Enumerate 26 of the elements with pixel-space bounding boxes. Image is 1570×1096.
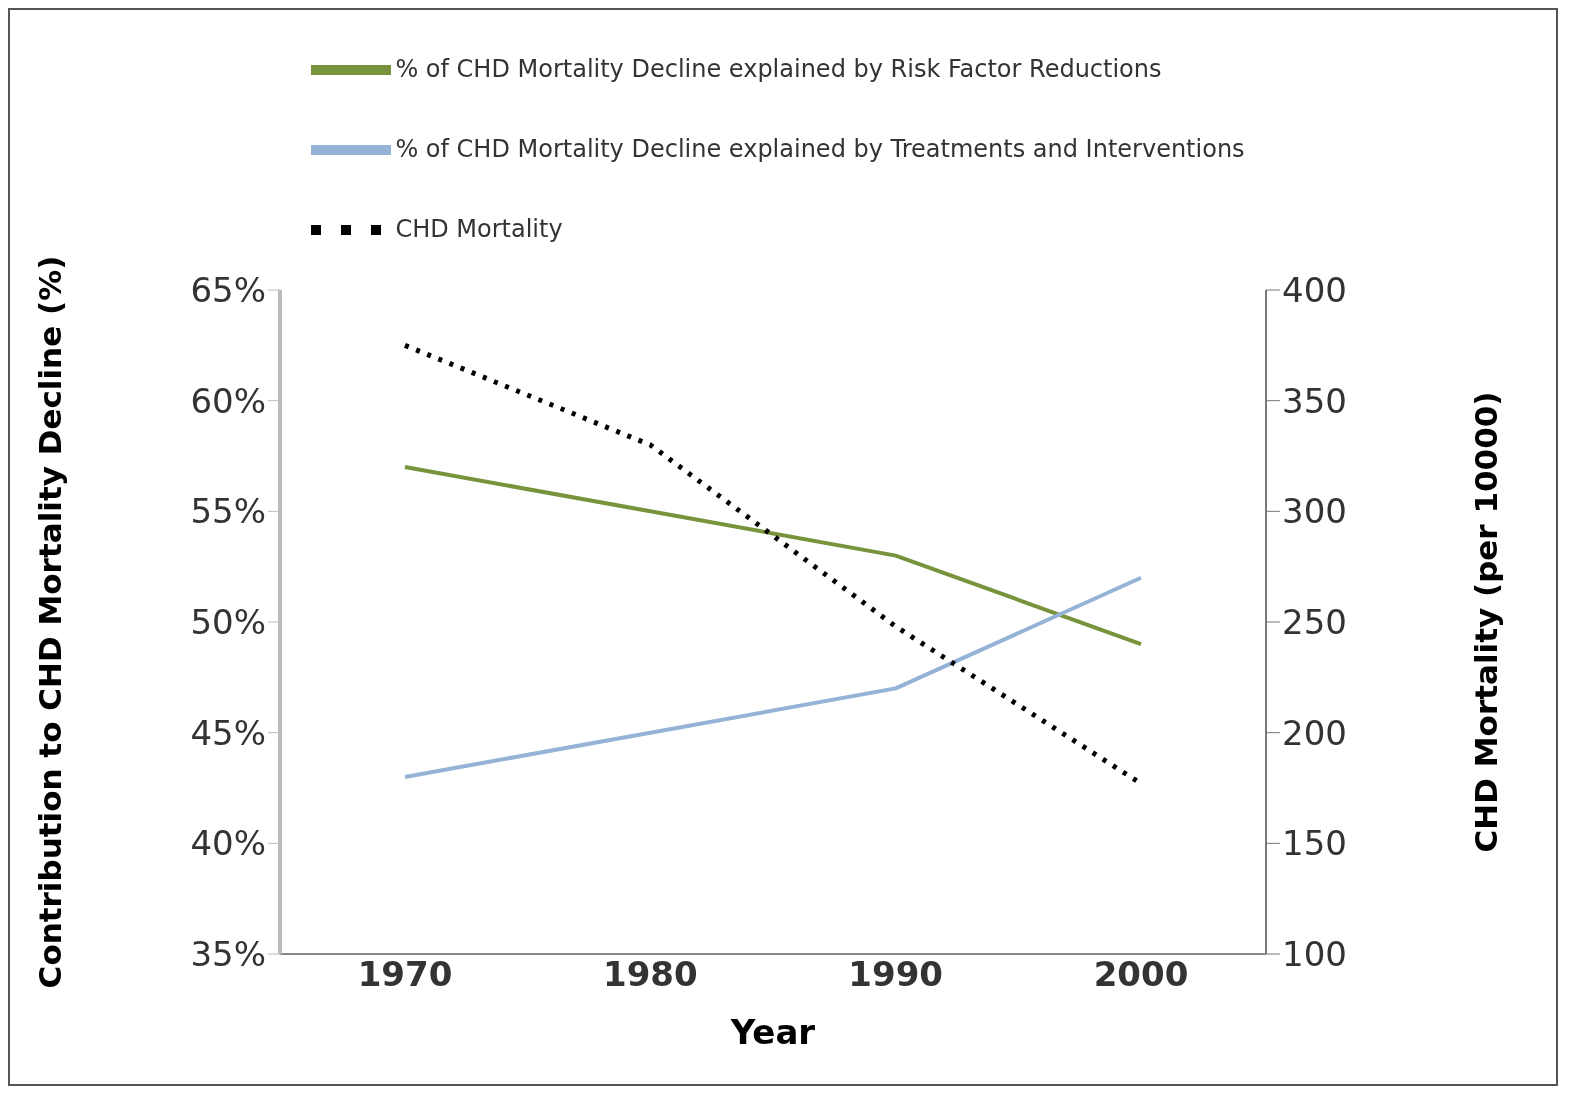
- y2-tick-label: 150: [1282, 823, 1347, 864]
- x-tick-label: 1970: [357, 954, 453, 995]
- y2-tick-label: 300: [1282, 491, 1347, 532]
- line-series: [403, 465, 1143, 647]
- y2-tick-label: 400: [1282, 270, 1347, 311]
- legend-label: CHD Mortality: [395, 215, 563, 243]
- y2-axis-title: CHD Mortality (per 10000): [1468, 391, 1505, 853]
- y-tick-label: 55%: [190, 491, 266, 532]
- x-tick-label: 1990: [848, 954, 943, 995]
- y-axis-title: Contribution to CHD Mortality Decline (%): [32, 255, 69, 989]
- y-tick-label: 60%: [190, 380, 266, 421]
- y2-tick-label: 250: [1282, 602, 1347, 643]
- y2-tick-label: 100: [1282, 934, 1347, 975]
- x-tick-label: 1980: [603, 954, 698, 995]
- y-tick-label: 65%: [190, 270, 266, 311]
- y-tick-label: 50%: [190, 602, 266, 643]
- legend-label: % of CHD Mortality Decline explained by Risk Factor Reductions: [395, 55, 1162, 83]
- x-axis-title: Year: [729, 1012, 816, 1052]
- line-series: [403, 575, 1143, 779]
- legend-label: % of CHD Mortality Decline explained by Treatments and Interventions: [395, 135, 1245, 163]
- y2-tick-label: 350: [1282, 380, 1347, 421]
- y-tick-label: 35%: [190, 934, 266, 975]
- x-tick-label: 2000: [1093, 954, 1189, 995]
- y-tick-label: 45%: [190, 712, 266, 753]
- y-tick-label: 40%: [190, 823, 266, 864]
- y2-tick-label: 200: [1282, 712, 1347, 753]
